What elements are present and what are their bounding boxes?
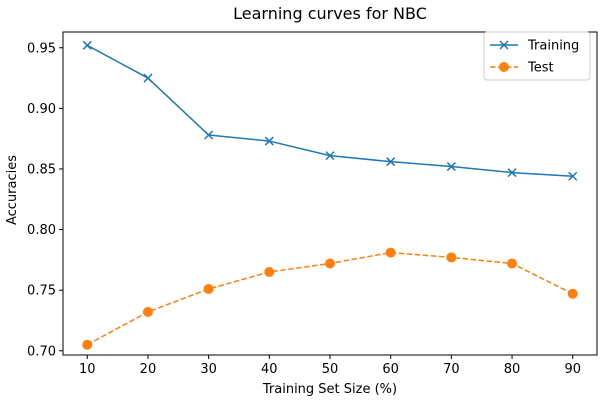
data-point-training <box>507 168 517 178</box>
data-point-test <box>385 247 396 258</box>
x-tick-label: 10 <box>79 362 96 377</box>
data-point-training <box>325 151 335 161</box>
data-point-training-stroke <box>204 130 214 140</box>
data-point-training-stroke <box>143 73 153 83</box>
data-point-test <box>325 258 335 269</box>
legend-label-test: Test <box>527 61 554 76</box>
data-point-training <box>568 171 578 181</box>
data-point-test <box>567 288 578 299</box>
data-point-training <box>82 40 92 50</box>
data-point-training <box>264 136 274 146</box>
data-point-test <box>203 283 214 294</box>
legend-marker-test <box>499 62 509 72</box>
legend-entry-training: Training <box>490 39 579 54</box>
x-tick-label: 60 <box>382 362 399 377</box>
legend-marker-training <box>499 40 509 50</box>
y-tick-label: 0.70 <box>27 344 56 359</box>
data-point-test <box>446 252 457 263</box>
data-point-training-stroke <box>446 162 456 172</box>
data-point-training-stroke <box>386 157 396 167</box>
y-tick-label: 0.85 <box>27 162 56 177</box>
data-point-training-stroke <box>568 171 578 181</box>
x-axis-ticks: 10 20 30 40 50 60 70 80 90 <box>79 355 581 377</box>
y-tick-label: 0.90 <box>27 102 56 117</box>
x-tick-label: 50 <box>322 362 339 377</box>
plot-frame <box>62 31 598 356</box>
data-point-training-stroke <box>82 40 92 50</box>
x-axis-label: Training Set Size (%) <box>262 382 397 397</box>
legend-label-training: Training <box>527 39 579 54</box>
x-tick-label: 40 <box>261 362 278 377</box>
legend-box <box>483 31 591 81</box>
series-layer <box>82 40 578 350</box>
data-point-training-stroke <box>507 168 517 178</box>
data-point-training <box>446 162 456 172</box>
data-point-training <box>204 130 214 140</box>
x-tick-label: 30 <box>200 362 217 377</box>
y-axis-label: Accuracies <box>5 155 20 225</box>
series-training <box>82 40 578 181</box>
series-test <box>82 247 578 350</box>
data-point-training-stroke <box>264 136 274 146</box>
x-tick-label: 90 <box>564 362 581 377</box>
data-point-test <box>264 266 275 277</box>
data-point-training-stroke <box>325 151 335 161</box>
data-point-test <box>142 306 153 317</box>
y-tick-label: 0.80 <box>27 223 56 238</box>
y-tick-label: 0.75 <box>27 284 56 299</box>
x-tick-label: 20 <box>140 362 157 377</box>
x-tick-label: 70 <box>443 362 460 377</box>
chart-title: Learning curves for NBC <box>233 4 427 23</box>
y-axis-ticks: 0.70 0.75 0.80 0.85 0.90 0.95 <box>27 41 63 359</box>
legend-marker-training-stroke <box>499 40 509 50</box>
data-point-test <box>507 258 518 269</box>
data-point-training <box>143 73 153 83</box>
legend: Training Test <box>483 31 591 81</box>
data-point-training <box>386 157 396 167</box>
data-point-test <box>82 339 93 350</box>
legend-entry-test: Test <box>490 61 554 76</box>
x-tick-label: 80 <box>504 362 521 377</box>
y-tick-label: 0.95 <box>27 41 56 56</box>
